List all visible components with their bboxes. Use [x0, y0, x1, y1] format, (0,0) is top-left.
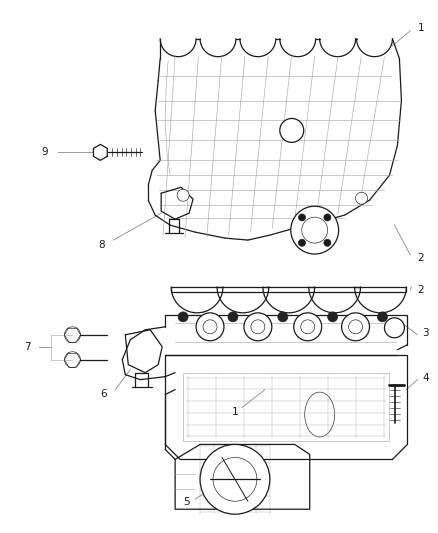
Circle shape	[356, 192, 367, 204]
Circle shape	[196, 313, 224, 341]
Circle shape	[324, 214, 331, 221]
Text: 2: 2	[417, 285, 424, 295]
Circle shape	[278, 312, 288, 322]
Text: 8: 8	[99, 240, 106, 250]
Circle shape	[299, 239, 305, 246]
Text: 1: 1	[417, 23, 424, 33]
Circle shape	[342, 313, 370, 341]
Circle shape	[299, 214, 305, 221]
Circle shape	[378, 312, 388, 322]
Circle shape	[291, 206, 339, 254]
Text: 3: 3	[422, 328, 429, 338]
Text: 9: 9	[41, 147, 48, 157]
Circle shape	[280, 118, 304, 142]
Circle shape	[294, 313, 321, 341]
Text: 6: 6	[101, 389, 107, 399]
Circle shape	[178, 312, 188, 322]
Text: 1: 1	[231, 407, 238, 416]
Text: 5: 5	[184, 497, 190, 507]
Circle shape	[177, 189, 189, 201]
Circle shape	[385, 318, 404, 338]
Text: 2: 2	[417, 253, 424, 263]
Circle shape	[328, 312, 338, 322]
Text: 7: 7	[24, 342, 31, 352]
Text: 4: 4	[422, 373, 429, 383]
Circle shape	[324, 239, 331, 246]
Circle shape	[200, 445, 270, 514]
Circle shape	[244, 313, 272, 341]
Circle shape	[228, 312, 238, 322]
